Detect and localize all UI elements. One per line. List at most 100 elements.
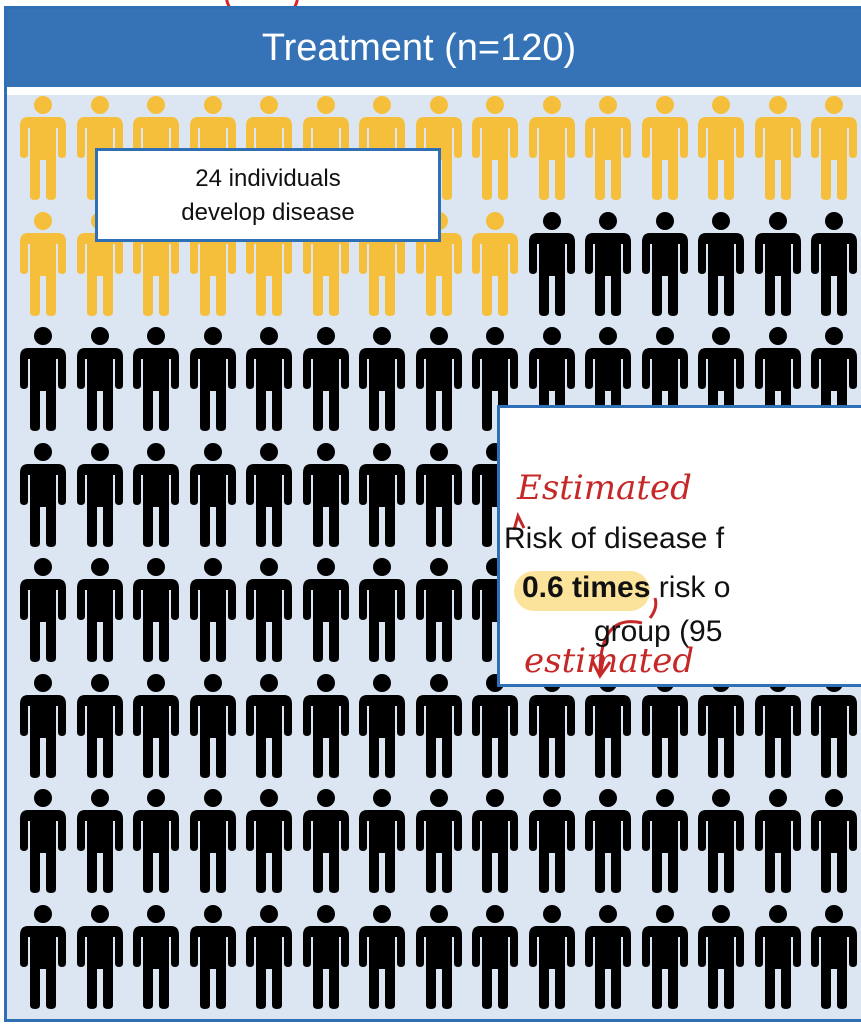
person-icon bbox=[811, 211, 857, 316]
person-icon bbox=[585, 673, 631, 778]
person-icon bbox=[189, 904, 236, 1009]
person-icon bbox=[20, 558, 66, 662]
person-icon bbox=[415, 327, 462, 431]
arrow-head bbox=[590, 659, 612, 679]
person-icon bbox=[76, 673, 123, 778]
person-icon bbox=[359, 904, 405, 1009]
risk-line-3: group (95 bbox=[594, 615, 723, 648]
person-icon bbox=[359, 558, 405, 662]
person-icon bbox=[415, 789, 462, 893]
person-icon bbox=[472, 673, 518, 778]
person-icon bbox=[133, 442, 179, 547]
person-icon bbox=[189, 558, 236, 662]
person-icon bbox=[76, 327, 123, 431]
person-icon bbox=[189, 442, 236, 547]
person-icon bbox=[811, 904, 857, 1009]
person-icon bbox=[698, 211, 744, 316]
person-icon bbox=[698, 789, 744, 893]
person-icon bbox=[585, 96, 631, 200]
person-icon bbox=[585, 211, 631, 316]
person-icon bbox=[20, 211, 66, 316]
person-icon bbox=[472, 904, 518, 1009]
person-icon bbox=[20, 327, 66, 431]
person-icon bbox=[472, 211, 518, 316]
person-icon bbox=[359, 673, 405, 778]
highlight-marker bbox=[514, 571, 650, 611]
person-icon bbox=[76, 558, 123, 662]
person-icon bbox=[811, 789, 857, 893]
person-icon bbox=[754, 904, 801, 1009]
person-icon bbox=[359, 442, 405, 547]
person-icon bbox=[189, 673, 236, 778]
caret-mark bbox=[512, 511, 526, 531]
person-icon bbox=[246, 789, 292, 893]
person-icon bbox=[246, 558, 292, 662]
risk-line-2: 0.6 times risk o bbox=[522, 571, 730, 605]
diseased-count-box: 24 individuals develop disease bbox=[95, 148, 441, 242]
person-icon bbox=[246, 904, 292, 1009]
person-icon bbox=[641, 96, 688, 200]
person-icon bbox=[359, 327, 405, 431]
handwritten-estimated-top: Estimated bbox=[517, 468, 692, 508]
person-icon bbox=[415, 673, 462, 778]
person-icon bbox=[698, 96, 744, 200]
person-icon bbox=[133, 327, 179, 431]
person-icon bbox=[415, 558, 462, 662]
risk-line-2-rest: risk o bbox=[650, 571, 731, 604]
person-icon bbox=[528, 904, 575, 1009]
person-icon bbox=[133, 789, 179, 893]
person-icon bbox=[528, 673, 575, 778]
risk-ratio-value: 0.6 times bbox=[522, 571, 651, 604]
header-divider bbox=[7, 87, 861, 95]
curved-arrow bbox=[598, 620, 643, 674]
risk-line-1: Risk of disease f bbox=[504, 522, 725, 555]
person-icon bbox=[641, 904, 688, 1009]
person-icon bbox=[76, 789, 123, 893]
person-icon bbox=[76, 442, 123, 547]
person-icon bbox=[811, 96, 857, 200]
person-icon bbox=[472, 789, 518, 893]
person-icon bbox=[246, 673, 292, 778]
comma-mark bbox=[648, 597, 658, 619]
person-icon bbox=[585, 904, 631, 1009]
person-icon bbox=[528, 211, 575, 316]
person-icon bbox=[472, 96, 518, 200]
person-icon bbox=[20, 96, 66, 200]
person-icon bbox=[302, 442, 349, 547]
person-icon bbox=[754, 211, 801, 316]
person-icon bbox=[641, 673, 688, 778]
person-icon bbox=[133, 558, 179, 662]
person-icon bbox=[302, 904, 349, 1009]
person-icon bbox=[20, 673, 66, 778]
person-icon bbox=[76, 904, 123, 1009]
person-icon bbox=[189, 327, 236, 431]
person-icon bbox=[359, 789, 405, 893]
person-icon bbox=[754, 96, 801, 200]
person-icon bbox=[698, 904, 744, 1009]
person-icon bbox=[811, 673, 857, 778]
count-line-1: 24 individuals bbox=[195, 165, 341, 192]
risk-estimate-box: Estimated Risk of disease f 0.6 times ri… bbox=[497, 405, 861, 687]
person-icon bbox=[302, 673, 349, 778]
handwritten-arrows bbox=[512, 511, 658, 679]
person-icon bbox=[302, 327, 349, 431]
person-icon bbox=[133, 904, 179, 1009]
person-icon bbox=[415, 904, 462, 1009]
person-icon bbox=[20, 904, 66, 1009]
person-icon bbox=[585, 789, 631, 893]
person-icon bbox=[20, 789, 66, 893]
person-icon bbox=[698, 673, 744, 778]
person-icon bbox=[302, 789, 349, 893]
person-icon bbox=[133, 673, 179, 778]
person-icon bbox=[754, 789, 801, 893]
person-icon bbox=[754, 673, 801, 778]
handwritten-estimated-bottom: estimated bbox=[524, 641, 695, 681]
person-icon bbox=[528, 96, 575, 200]
person-icon bbox=[20, 442, 66, 547]
person-icon bbox=[641, 211, 688, 316]
person-icon bbox=[246, 327, 292, 431]
person-icon bbox=[528, 789, 575, 893]
person-icon bbox=[246, 442, 292, 547]
person-icon bbox=[189, 789, 236, 893]
person-icon bbox=[302, 558, 349, 662]
